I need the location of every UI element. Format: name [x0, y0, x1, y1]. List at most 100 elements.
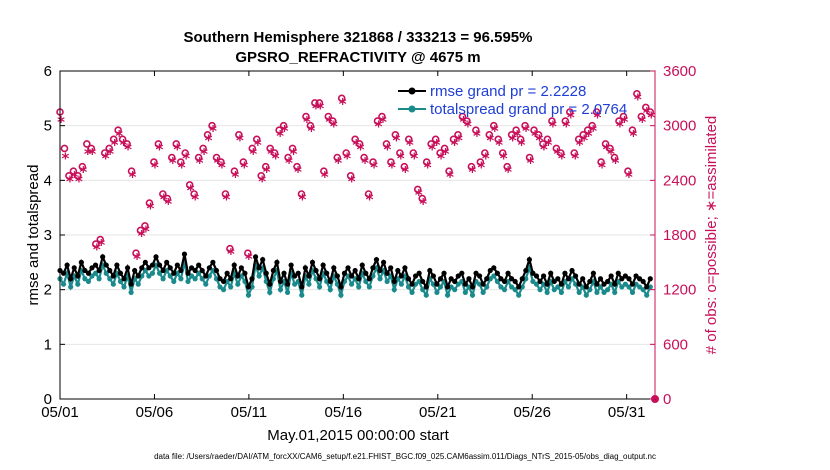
obs-possible-point [489, 121, 498, 130]
totalspread-point [601, 289, 607, 295]
totalspread-point [217, 284, 223, 290]
obs-possible-point [306, 121, 315, 130]
obs-possible-point [624, 167, 632, 176]
rmse-point [267, 281, 273, 287]
totalspread-point [608, 281, 614, 287]
totalspread-point [149, 270, 156, 276]
rmse-point [519, 276, 525, 282]
obs-possible-point [194, 153, 203, 162]
obs-assimilated-point: * [97, 236, 105, 254]
obs-assimilated-point: * [585, 127, 593, 145]
obs-assimilated-point: * [164, 195, 172, 213]
obs-assimilated-point: * [375, 118, 383, 136]
rmse-point [206, 265, 212, 271]
totalspread-point [299, 292, 305, 298]
obs-assimilated-point: * [361, 154, 369, 172]
rmse-point [498, 276, 504, 282]
totalspread-point [587, 287, 593, 293]
obs-assimilated-point: * [558, 150, 566, 168]
totalspread-point [117, 278, 124, 285]
y-axis-right: 0 600 1200 1800 2400 3000 3600 [650, 63, 696, 408]
rmse-point [576, 281, 582, 287]
totalspread-point [363, 278, 369, 285]
rmse-point [245, 284, 252, 290]
obs-possible-point [302, 112, 310, 121]
totalspread-point [89, 273, 95, 279]
totalspread-point [384, 278, 390, 285]
obs-possible-point [279, 121, 288, 130]
totalspread-point [245, 292, 252, 298]
obs-assimilated-point: * [321, 168, 329, 186]
obs-possible-point [548, 117, 556, 125]
obs-possible-point [87, 144, 96, 153]
totalspread-point [213, 276, 220, 282]
rmse-point [316, 276, 323, 282]
rmse-point [459, 270, 465, 276]
totalspread-point [75, 281, 81, 287]
obs-assimilated-point: * [553, 145, 561, 163]
rmse-point [633, 273, 639, 279]
totalspread-point [448, 284, 454, 290]
obs-assimilated-point: * [115, 127, 123, 145]
obs-possible-point [387, 158, 395, 166]
totalspread-point [171, 278, 177, 285]
totalspread-point [199, 276, 205, 282]
totalspread-point [174, 270, 180, 276]
y-right-tick-label: 0 [663, 391, 671, 408]
rmse-point [548, 270, 554, 276]
obs-assimilated-point: * [544, 136, 552, 154]
obs-assimilated-point: * [643, 104, 651, 122]
obs-possible-point [127, 167, 136, 176]
obs-assimilated-point: * [138, 227, 146, 245]
rmse-point [78, 259, 84, 265]
rmse-point [427, 267, 433, 274]
rmse-point [380, 259, 387, 265]
totalspread-point [267, 289, 273, 295]
rmse-point [338, 284, 344, 290]
totalspread-point [235, 281, 241, 287]
obs-possible-point [257, 171, 266, 180]
rmse-point [555, 276, 561, 282]
obs-possible-point [208, 121, 216, 130]
rmse-point [526, 257, 532, 263]
obs-possible-point [252, 135, 261, 144]
rmse-point [622, 273, 628, 279]
totalspread-point [629, 289, 636, 295]
rmse-point [437, 276, 444, 282]
obs-possible-point [163, 194, 172, 203]
obs-possible-point [284, 153, 292, 162]
rmse-point [117, 270, 124, 276]
totalspread-point [188, 273, 195, 279]
obs-possible-point [436, 149, 444, 157]
obs-possible-point [481, 149, 489, 157]
rmse-point [68, 276, 74, 282]
totalspread-point [416, 278, 422, 285]
obs-possible-point [525, 153, 534, 162]
rmse-point [569, 267, 575, 274]
rmse-point [89, 265, 95, 271]
obs-assimilated-point: * [352, 136, 360, 154]
rmse-point [60, 270, 67, 276]
rmse-point [395, 267, 401, 274]
y-tick-label: 0 [44, 391, 52, 408]
obs-possible-point [83, 140, 91, 148]
rmse-point [277, 278, 284, 285]
totalspread-point [505, 278, 511, 285]
obs-possible-point [199, 144, 207, 153]
rmse-point [252, 254, 259, 260]
obs-assimilated-point: * [442, 145, 450, 163]
rmse-point [103, 262, 109, 268]
series-lines [57, 251, 653, 300]
rmse-point [327, 278, 333, 285]
obs-possible-point [105, 144, 113, 153]
rmse-point [597, 276, 604, 282]
obs-possible-point [145, 199, 154, 207]
obs-possible-point [476, 158, 485, 166]
rmse-point [174, 262, 180, 268]
obs-assimilated-point: * [616, 118, 624, 136]
obs-assimilated-point: * [500, 150, 508, 168]
obs-assimilated-point: * [460, 113, 468, 131]
rmse-point [288, 262, 294, 268]
obs-possible-point [320, 167, 328, 176]
